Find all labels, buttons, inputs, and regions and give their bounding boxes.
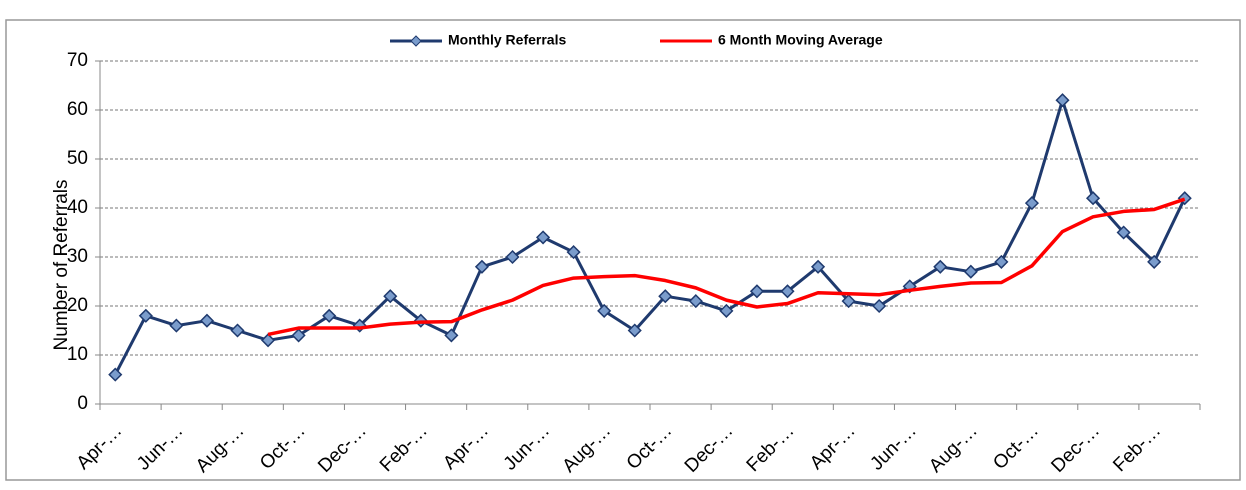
data-point: [1085, 191, 1101, 206]
y-tick-label: 0: [77, 393, 88, 414]
data-point: [994, 254, 1009, 269]
data-point: [535, 230, 551, 245]
data-point: [810, 259, 826, 274]
data-point: [230, 323, 245, 338]
data-point: [1024, 196, 1040, 211]
data-point: [749, 284, 765, 299]
data-point: [291, 328, 306, 343]
data-point: [780, 284, 795, 299]
data-point: [322, 308, 337, 323]
data-point: [963, 264, 978, 279]
data-point: [169, 318, 184, 333]
chart-frame: [5, 19, 1241, 481]
data-point: [474, 259, 490, 274]
data-point: [597, 303, 612, 318]
data-point: [505, 249, 520, 265]
y-tick-label: 60: [67, 99, 88, 120]
data-point: [841, 294, 856, 309]
y-tick-label: 50: [67, 148, 88, 169]
data-point: [444, 328, 459, 343]
y-tick-label: 70: [67, 50, 88, 71]
data-point: [658, 289, 673, 304]
data-point: [383, 289, 398, 304]
data-point: [138, 308, 153, 323]
data-point: [1177, 191, 1192, 206]
legend-marker: [410, 35, 422, 47]
data-point: [1147, 254, 1162, 269]
y-axis-title: Number of Referrals: [51, 179, 72, 350]
legend-label: Monthly Referrals: [448, 32, 566, 48]
data-point: [933, 259, 948, 274]
y-tick-label: 10: [67, 344, 88, 365]
data-point: [627, 323, 642, 338]
data-point: [872, 298, 887, 314]
data-point: [1116, 225, 1131, 240]
y-tick-label: 20: [67, 295, 88, 316]
series-line: [267, 197, 1186, 337]
data-point: [260, 333, 276, 348]
data-point: [1055, 93, 1070, 108]
y-tick-label: 40: [67, 197, 88, 218]
data-point: [108, 367, 123, 382]
y-tick-label: 30: [67, 246, 88, 267]
data-point: [199, 313, 215, 328]
data-point: [719, 303, 734, 318]
legend-label: 6 Month Moving Average: [718, 32, 883, 48]
data-point: [688, 294, 703, 309]
data-point: [566, 245, 581, 260]
